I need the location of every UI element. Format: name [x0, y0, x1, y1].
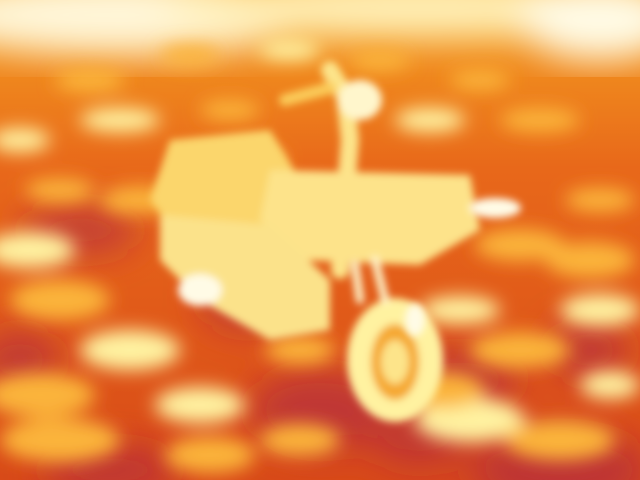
warm-patch: [165, 437, 255, 473]
warm-patch: [155, 387, 245, 423]
warm-patch: [260, 424, 340, 456]
warm-patch: [580, 371, 640, 399]
warm-patch: [200, 100, 260, 120]
warm-patch: [420, 296, 500, 324]
bright-top-band: [0, 0, 640, 60]
warm-patch: [10, 280, 110, 320]
warm-patch: [55, 68, 125, 92]
warm-patch: [160, 45, 220, 65]
warm-patch: [545, 242, 635, 278]
warm-patch: [415, 398, 525, 442]
warm-patch: [80, 108, 160, 132]
warm-patch: [260, 40, 320, 60]
warm-patch: [0, 418, 120, 462]
warm-patch: [350, 50, 410, 70]
cold-patch: [550, 320, 630, 380]
scooter-icon: [150, 61, 480, 422]
warm-patch: [25, 178, 95, 202]
warm-patch: [0, 373, 95, 417]
warm-patch: [0, 232, 75, 268]
warm-patch: [560, 294, 640, 326]
warm-patch: [265, 336, 335, 364]
warm-patch: [565, 188, 635, 212]
scooter-highlights: [405, 198, 521, 336]
warm-floor-patches: [0, 40, 640, 473]
warm-patch: [0, 128, 50, 152]
warm-patch: [80, 330, 180, 370]
warm-patch: [500, 108, 580, 132]
warm-patch: [395, 108, 465, 132]
warm-patch: [470, 332, 570, 368]
warm-patch: [475, 229, 565, 261]
warm-patch: [450, 70, 510, 90]
warm-patch: [505, 420, 615, 460]
